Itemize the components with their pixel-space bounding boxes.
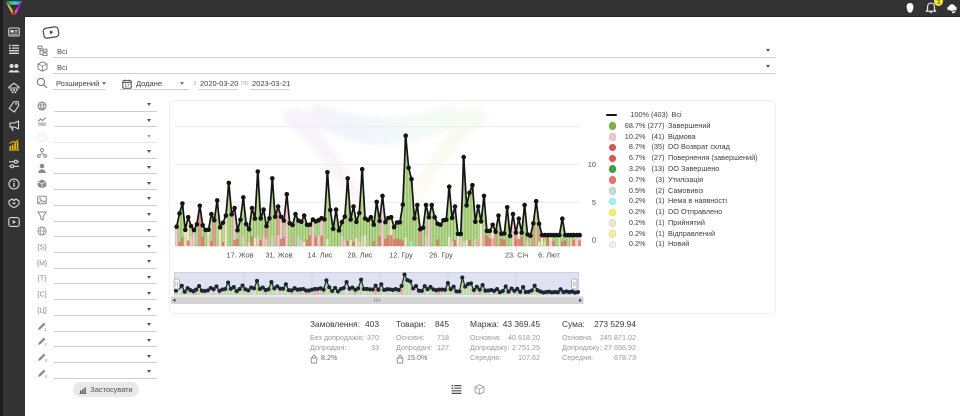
svg-text:12. Гру: 12. Гру: [389, 251, 413, 260]
svg-text:17. Жов: 17. Жов: [226, 251, 253, 260]
svg-text:?: ?: [40, 135, 44, 141]
svg-text:1: 1: [44, 326, 47, 330]
svg-text:28. Лис: 28. Лис: [347, 251, 372, 260]
svg-text:3: 3: [44, 358, 47, 362]
svg-text:6. Лют: 6. Лют: [538, 251, 560, 260]
svg-text:10: 10: [588, 160, 596, 169]
svg-text:31. Жов: 31. Жов: [265, 251, 292, 260]
svg-text:4: 4: [44, 373, 47, 377]
svg-text:26. Гру: 26. Гру: [429, 251, 453, 260]
svg-text:{T}: {T}: [37, 276, 46, 283]
svg-text:2: 2: [44, 342, 47, 346]
svg-text:{Ц}: {Ц}: [37, 307, 47, 314]
svg-text:0: 0: [592, 236, 596, 245]
svg-text:{C}: {C}: [37, 292, 47, 299]
svg-text:14. Лис: 14. Лис: [307, 251, 332, 260]
svg-text:23. Січ: 23. Січ: [505, 251, 528, 260]
svg-text:{S}: {S}: [37, 245, 47, 252]
svg-text:17: 17: [125, 83, 130, 88]
svg-text:{M}: {M}: [37, 260, 47, 267]
svg-text:5: 5: [592, 198, 596, 207]
